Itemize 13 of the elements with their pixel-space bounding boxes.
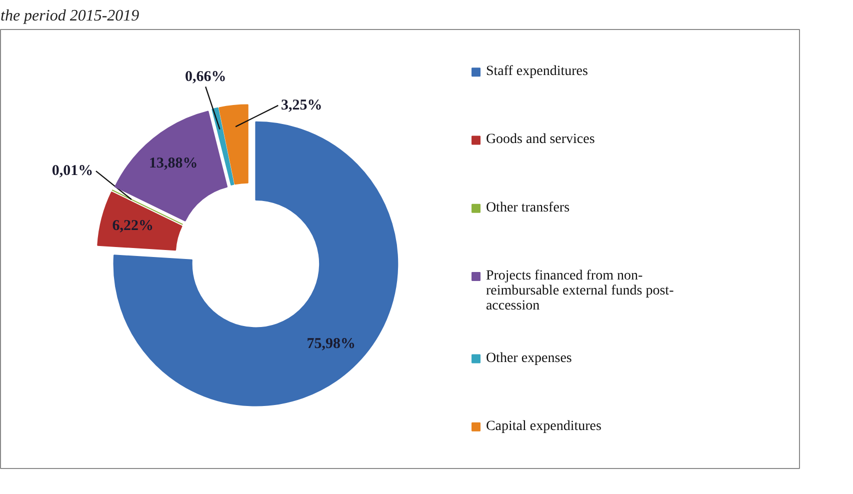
legend-label: Projects financed from non-reimbursable external funds post-accession	[486, 268, 674, 314]
data-label: 3,25%	[281, 97, 322, 114]
legend-label: Other transfers	[486, 200, 570, 216]
chart-title: the period 2015-2019	[0, 8, 140, 24]
legend-label: Staff expenditures	[486, 64, 588, 80]
data-label: 6,22%	[112, 218, 154, 234]
legend-label: Goods and services	[486, 132, 595, 148]
data-label: 13,88%	[148, 155, 198, 172]
legend-label: Other expenses	[486, 350, 572, 366]
data-label: 75,98%	[306, 336, 356, 352]
legend-label: Capital expenditures	[486, 418, 602, 434]
data-label: 0,01%	[52, 163, 94, 180]
data-label: 0,66%	[184, 68, 226, 85]
